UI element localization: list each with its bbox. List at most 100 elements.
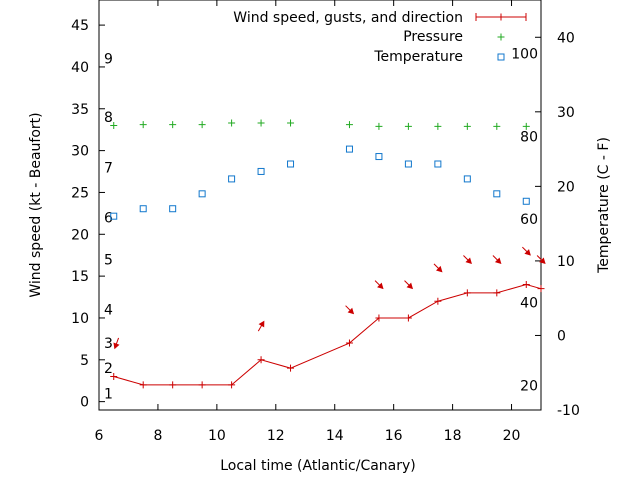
x-tick-label: 8 <box>153 428 162 444</box>
pressure-point <box>404 122 412 130</box>
y-tick-label: 20 <box>71 227 89 243</box>
pressure-series <box>110 119 530 130</box>
x-tick-label: 16 <box>385 428 403 444</box>
y2-axis-ticks: -10 0 10 20 30 40 <box>535 30 580 419</box>
wind-arrow-head <box>436 265 443 273</box>
beaufort-label: 4 <box>104 303 113 319</box>
fahrenheit-label: 100 <box>511 47 538 63</box>
legend-marker-wind <box>497 13 505 21</box>
temperature-point <box>463 175 471 183</box>
legend-label-wind: Wind speed, gusts, and direction <box>233 10 463 26</box>
beaufort-label: 7 <box>104 160 113 176</box>
x-tick-label: 14 <box>326 428 344 444</box>
fahrenheit-label: 20 <box>520 378 538 394</box>
pressure-point <box>493 122 501 130</box>
beaufort-label: 5 <box>104 252 113 268</box>
wind-arrow-head <box>406 282 414 290</box>
temperature-point <box>404 160 412 168</box>
temperature-point <box>198 190 206 198</box>
fahrenheit-label: 40 <box>520 296 538 312</box>
x-tick-label: 10 <box>208 428 226 444</box>
wind-arrow-head <box>465 257 472 265</box>
beaufort-label: 2 <box>104 361 113 377</box>
y2-tick-label: 30 <box>557 105 575 121</box>
x-tick-label: 20 <box>503 428 521 444</box>
temperature-point <box>434 160 442 168</box>
wind-direction-arrows <box>113 246 546 350</box>
beaufort-label: 9 <box>104 52 113 68</box>
temperature-point <box>139 205 147 213</box>
y2-axis-label: Temperature (C - F) <box>596 137 612 274</box>
plot-frame <box>98 0 542 411</box>
legend-swatch-wind-ends <box>475 13 527 21</box>
beaufort-label: 1 <box>104 386 113 402</box>
temperature-point <box>110 212 118 220</box>
y-tick-label: 0 <box>80 395 89 411</box>
pressure-point <box>198 121 206 129</box>
y2-tick-label: -10 <box>557 403 580 419</box>
x-axis-ticks: 6 8 10 12 14 16 18 20 <box>95 0 521 444</box>
y-tick-label: 45 <box>71 18 89 34</box>
wind-line <box>113 283 542 386</box>
temperature-point <box>522 197 530 205</box>
pressure-point <box>139 121 147 129</box>
pressure-point <box>434 122 442 130</box>
wind-point <box>404 314 412 322</box>
wind-arrow-head <box>524 249 531 256</box>
wind-arrow-head <box>494 257 502 265</box>
wind-point <box>139 381 147 389</box>
wind-arrow-head <box>347 307 355 315</box>
wind-point <box>110 373 118 381</box>
temperature-series <box>110 145 530 220</box>
legend: Wind speed, gusts, and direction Pressur… <box>233 10 527 65</box>
pressure-point <box>522 122 530 130</box>
wind-point <box>463 289 471 297</box>
wind-point <box>345 339 353 347</box>
wind-series <box>110 280 545 389</box>
pressure-point <box>110 122 118 130</box>
legend-marker-pressure <box>497 33 505 41</box>
pressure-point <box>287 119 295 127</box>
wind-arrow-head <box>539 257 546 265</box>
beaufort-label: 6 <box>104 211 113 227</box>
y-tick-label: 40 <box>71 60 89 76</box>
temperature-point <box>345 145 353 153</box>
wind-point <box>493 289 501 297</box>
temperature-point <box>287 160 295 168</box>
legend-label-pressure: Pressure <box>403 29 463 45</box>
wind-point <box>434 297 442 305</box>
beaufort-label: 3 <box>104 336 113 352</box>
wind-arrow-head <box>377 282 384 290</box>
temperature-point <box>228 175 236 183</box>
wind-point <box>169 381 177 389</box>
x-axis-label: Local time (Atlantic/Canary) <box>220 458 416 474</box>
temperature-point <box>493 190 501 198</box>
y2-tick-label: 0 <box>557 328 566 344</box>
y-tick-label: 25 <box>71 185 89 201</box>
wind-point <box>522 280 530 288</box>
fahrenheit-labels: 20 40 60 80 100 <box>511 47 538 395</box>
y-tick-label: 10 <box>71 311 89 327</box>
wind-point <box>198 381 206 389</box>
y2-tick-label: 20 <box>557 179 575 195</box>
temperature-point <box>169 205 177 213</box>
wind-point <box>375 314 383 322</box>
legend-marker-temperature <box>497 53 505 61</box>
wind-arrow-head <box>113 342 120 350</box>
y-axis-label: Wind speed (kt - Beaufort) <box>28 112 44 297</box>
x-tick-label: 12 <box>267 428 285 444</box>
wind-arrow-head <box>258 320 265 328</box>
y-axis-ticks: 0 5 10 15 20 25 30 35 40 45 <box>71 18 105 411</box>
pressure-point <box>463 122 471 130</box>
temperature-point <box>257 167 265 175</box>
x-tick-label: 18 <box>444 428 462 444</box>
pressure-point <box>375 122 383 130</box>
wind-point <box>257 356 265 364</box>
y-tick-label: 35 <box>71 102 89 118</box>
pressure-point <box>169 121 177 129</box>
y2-tick-label: 40 <box>557 30 575 46</box>
y-tick-label: 5 <box>80 353 89 369</box>
beaufort-label: 8 <box>104 110 113 126</box>
y-tick-label: 15 <box>71 269 89 285</box>
wind-point <box>537 285 545 293</box>
